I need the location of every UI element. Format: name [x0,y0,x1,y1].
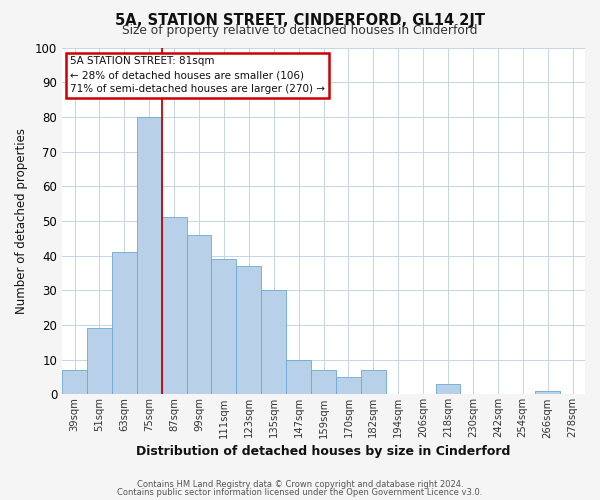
Text: Contains HM Land Registry data © Crown copyright and database right 2024.: Contains HM Land Registry data © Crown c… [137,480,463,489]
Bar [286,360,311,394]
Bar [62,370,87,394]
Bar [436,384,460,394]
Bar [187,235,211,394]
Bar [137,117,161,394]
Text: 5A STATION STREET: 81sqm
← 28% of detached houses are smaller (106)
71% of semi-: 5A STATION STREET: 81sqm ← 28% of detach… [70,56,325,94]
X-axis label: Distribution of detached houses by size in Cinderford: Distribution of detached houses by size … [136,444,511,458]
Bar [236,266,261,394]
Bar [261,290,286,395]
Bar [336,377,361,394]
Text: 5A, STATION STREET, CINDERFORD, GL14 2JT: 5A, STATION STREET, CINDERFORD, GL14 2JT [115,12,485,28]
Text: Size of property relative to detached houses in Cinderford: Size of property relative to detached ho… [122,24,478,37]
Bar [361,370,386,394]
Bar [211,259,236,394]
Text: Contains public sector information licensed under the Open Government Licence v3: Contains public sector information licen… [118,488,482,497]
Bar [161,218,187,394]
Bar [535,391,560,394]
Bar [311,370,336,394]
Y-axis label: Number of detached properties: Number of detached properties [15,128,28,314]
Bar [87,328,112,394]
Bar [112,252,137,394]
